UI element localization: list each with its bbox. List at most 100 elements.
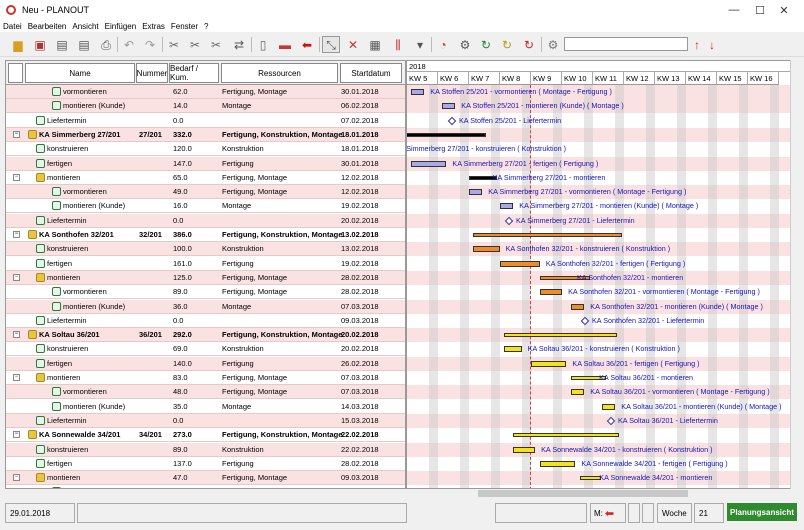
- collapse-toggle[interactable]: −: [13, 374, 20, 381]
- col-nummer[interactable]: Nummer: [136, 63, 168, 83]
- table-row[interactable]: konstruieren 100.0 Konstruktion 13.02.2018: [6, 242, 405, 257]
- table-row[interactable]: Liefertermin 0.0 09.03.2018: [6, 313, 405, 328]
- col-ressourcen[interactable]: Ressourcen: [221, 63, 338, 83]
- summary-bar[interactable]: [540, 275, 590, 280]
- header-select-all[interactable]: [8, 63, 23, 83]
- gear-red-icon[interactable]: ⚙: [459, 37, 471, 52]
- cut-icon[interactable]: ✂: [168, 37, 180, 52]
- menu-extras[interactable]: Extras: [142, 21, 165, 31]
- table-row[interactable]: vormontieren 48.0 Fertigung, Montage 07.03.…: [6, 385, 405, 400]
- task-bar[interactable]: [442, 103, 456, 110]
- table-row[interactable]: montieren (Kunde) 35.0 Montage 14.03.2018: [6, 399, 405, 414]
- table-row[interactable]: vormontieren 62.0 Fertigung, Montage 30.01.…: [6, 85, 405, 99]
- transfer-icon[interactable]: ⇄: [233, 37, 245, 52]
- summary-bar[interactable]: [473, 233, 622, 237]
- insert-row-icon[interactable]: ▬: [279, 37, 291, 52]
- task-bar[interactable]: [473, 246, 500, 253]
- open-folder-icon[interactable]: ▆: [13, 37, 23, 52]
- refresh-yellow-icon[interactable]: ↻: [501, 37, 513, 52]
- menu-help[interactable]: ?: [204, 21, 209, 31]
- unlink-tasks-icon[interactable]: ✕: [347, 37, 359, 52]
- refresh-green-icon[interactable]: ↻: [480, 37, 492, 52]
- table-row[interactable]: fertigen 140.0 Fertigung 26.02.2018: [6, 356, 405, 371]
- link-tasks-icon[interactable]: ⤡: [322, 36, 340, 53]
- table-row[interactable]: konstruieren 89.0 Konstruktion 22.02.2018: [6, 442, 405, 457]
- arrow-left-red-icon[interactable]: ⬅: [604, 507, 615, 520]
- menu-ansicht[interactable]: Ansicht: [72, 21, 99, 31]
- arrow-up-icon[interactable]: ↑: [694, 37, 700, 52]
- task-bar[interactable]: [469, 189, 483, 196]
- table-row[interactable]: vormontieren 49.0 Fertigung, Montage 12.02.…: [6, 185, 405, 200]
- table-row[interactable]: Liefertermin 0.0 07.02.2018: [6, 113, 405, 128]
- minimize-button[interactable]: —: [728, 4, 740, 16]
- menu-bearbeiten[interactable]: Bearbeiten: [27, 21, 67, 31]
- new-document-icon[interactable]: ▣: [34, 37, 46, 52]
- table-row[interactable]: konstruieren 120.0 Konstruktion 18.01.2018: [6, 142, 405, 157]
- table-row[interactable]: − KA Simmerberg 27/201 27/201 332.0 Fertigun…: [6, 127, 405, 142]
- task-bar[interactable]: [571, 303, 585, 310]
- task-bar[interactable]: [602, 403, 616, 410]
- vertical-scrollbar[interactable]: [790, 60, 798, 489]
- table-row[interactable]: montieren (Kunde) 36.0 Montage 07.03.2018: [6, 299, 405, 314]
- table-row[interactable]: montieren (Kunde) 14.0 Montage 06.02.2018: [6, 99, 405, 114]
- summary-bar[interactable]: [407, 132, 486, 137]
- summary-bar[interactable]: [469, 175, 498, 180]
- table-row[interactable]: vormontieren 46.0 Fertigung, Montage 09.03.…: [6, 485, 405, 488]
- task-bar[interactable]: [540, 289, 563, 296]
- table-row[interactable]: − KA Soltau 36/201 36/201 292.0 Fertigung, K…: [6, 328, 405, 343]
- summary-bar[interactable]: [504, 333, 618, 338]
- table-row[interactable]: montieren (Kunde) 16.0 Montage 19.02.2018: [6, 199, 405, 214]
- arrow-left-red-icon[interactable]: ⬅: [301, 37, 313, 52]
- table-row[interactable]: − montieren 65.0 Fertigung, Montage 12.02.20…: [6, 170, 405, 185]
- save-as-icon[interactable]: ▤: [78, 37, 90, 52]
- task-bar[interactable]: [540, 460, 576, 467]
- collapse-toggle[interactable]: −: [13, 431, 20, 439]
- task-bar[interactable]: [531, 360, 567, 367]
- filter-icon[interactable]: ▾: [416, 37, 424, 52]
- scroll-thumb[interactable]: [478, 490, 688, 497]
- table-row[interactable]: − montieren 125.0 Fertigung, Montage 28.02.2…: [6, 270, 405, 285]
- table-row[interactable]: vormontieren 89.0 Fertigung, Montage 28.02.…: [6, 285, 405, 300]
- col-name[interactable]: Name: [25, 63, 135, 83]
- maximize-button[interactable]: ☐: [755, 4, 765, 17]
- redo-icon[interactable]: ↷: [144, 37, 156, 52]
- col-bedarf[interactable]: Bedarf / Kum.: [169, 63, 219, 83]
- copy-icon[interactable]: ✂: [189, 37, 201, 52]
- planungsansicht-button[interactable]: Planungsansicht: [727, 503, 797, 521]
- task-bar[interactable]: [500, 203, 514, 210]
- task-bar[interactable]: [500, 260, 540, 267]
- table-row[interactable]: − montieren 83.0 Fertigung, Montage 07.03.20…: [6, 371, 405, 385]
- task-bar[interactable]: [411, 160, 447, 167]
- table-row[interactable]: konstruieren 69.0 Konstruktion 20.02.2018: [6, 342, 405, 357]
- print-icon[interactable]: ⎙: [101, 37, 111, 52]
- calendar-icon[interactable]: ▦: [369, 37, 381, 52]
- task-bar[interactable]: [513, 446, 536, 453]
- table-row[interactable]: Liefertermin 0.0 20.02.2018: [6, 213, 405, 228]
- menu-fenster[interactable]: Fenster: [170, 21, 199, 31]
- undo-icon[interactable]: ↶: [123, 37, 135, 52]
- task-bar[interactable]: [571, 389, 585, 396]
- table-row[interactable]: fertigen 137.0 Fertigung 28.02.2018: [6, 456, 405, 471]
- collapse-toggle[interactable]: −: [13, 331, 20, 339]
- refresh-red-icon[interactable]: ↻: [523, 37, 535, 52]
- settings-icon[interactable]: ⚙: [547, 37, 559, 52]
- task-bar[interactable]: [411, 89, 425, 95]
- stopwatch-icon[interactable]: ◔: [439, 37, 447, 52]
- close-button[interactable]: ✕: [779, 4, 789, 17]
- table-row[interactable]: − montieren 47.0 Fertigung, Montage 09.03.20…: [6, 471, 405, 486]
- page-icon[interactable]: ▯: [259, 37, 267, 52]
- table-row[interactable]: fertigen 147.0 Fertigung 30.01.2018: [6, 156, 405, 171]
- collapse-toggle[interactable]: −: [13, 130, 20, 138]
- col-startdatum[interactable]: Startdatum: [340, 63, 402, 83]
- paste-icon[interactable]: ✂: [210, 37, 222, 52]
- table-row[interactable]: Liefertermin 0.0 15.03.2018: [6, 413, 405, 428]
- search-input[interactable]: [564, 37, 688, 51]
- collapse-toggle[interactable]: −: [13, 231, 20, 238]
- summary-bar[interactable]: [571, 376, 607, 380]
- horizontal-scrollbar[interactable]: [408, 489, 790, 498]
- menu-einfuegen[interactable]: Einfügen: [104, 21, 137, 31]
- collapse-toggle[interactable]: −: [13, 173, 20, 181]
- summary-bar[interactable]: [580, 476, 602, 481]
- collapse-toggle[interactable]: −: [13, 474, 20, 482]
- table-row[interactable]: − KA Sonthofen 32/201 32/201 386.0 Fertigung…: [6, 228, 405, 242]
